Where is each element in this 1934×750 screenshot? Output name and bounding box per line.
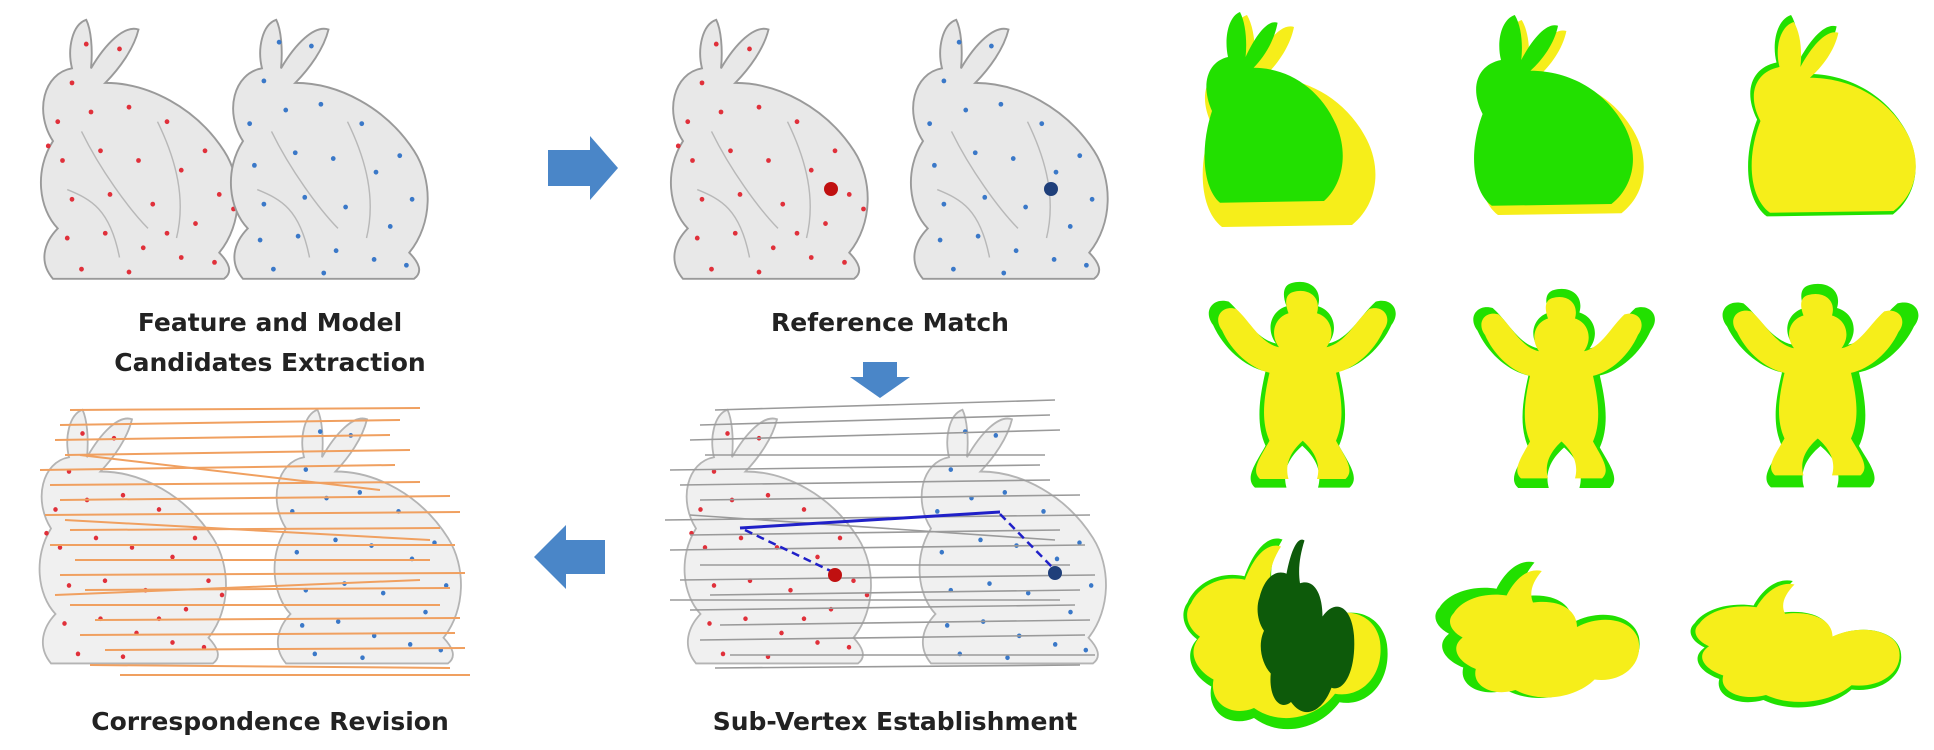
correspondence-revision-label: Correspondence Revision <box>91 707 449 736</box>
source-bunny-model <box>669 18 869 280</box>
feature-extraction-label: Feature and Model Candidates Extraction <box>90 303 450 383</box>
result-bunny-3 <box>1748 15 1916 217</box>
reference-match-line <box>739 510 1001 530</box>
feature-extraction-label-line2: Candidates Extraction <box>114 348 426 377</box>
source-bunny-model <box>39 18 239 280</box>
result-armadillo-3 <box>1722 283 1919 488</box>
sub-vertex-label: Sub-Vertex Establishment <box>712 707 1078 736</box>
sub-vertex-correspondence-lines <box>664 399 1096 669</box>
arrow-left-icon <box>534 525 605 589</box>
result-dragon-1 <box>1183 538 1388 730</box>
reference-match-label: Reference Match <box>771 308 1009 337</box>
panel-sub-vertex <box>664 399 1107 669</box>
result-bunny-1 <box>1202 12 1376 227</box>
result-bunny-2 <box>1474 15 1644 216</box>
result-dragon-3 <box>1690 580 1902 708</box>
panel-reference-match <box>669 18 1109 280</box>
arrow-down-icon <box>850 362 910 398</box>
target-bunny-model <box>909 18 1109 280</box>
feature-extraction-label-line1: Feature and Model <box>137 308 403 337</box>
sub-vertex-source-point <box>828 568 842 582</box>
target-bunny-model <box>229 18 429 280</box>
panel-feature-extraction <box>39 18 429 280</box>
results-grid <box>1183 12 1919 730</box>
source-bunny-model <box>683 408 872 665</box>
source-sub-vertex-link <box>744 528 836 575</box>
target-sub-vertex-link <box>999 513 1056 571</box>
source-bunny-model <box>38 408 227 665</box>
sub-vertex-target-point <box>1048 566 1062 580</box>
result-dragon-2 <box>1435 561 1640 698</box>
revised-correspondence-lines <box>39 407 470 676</box>
panel-correspondence-revision <box>38 407 470 676</box>
reference-source-point <box>824 182 838 196</box>
arrow-right-icon <box>548 136 618 200</box>
result-armadillo-2 <box>1473 288 1655 488</box>
result-armadillo-1 <box>1208 281 1396 488</box>
reference-target-point <box>1044 182 1058 196</box>
